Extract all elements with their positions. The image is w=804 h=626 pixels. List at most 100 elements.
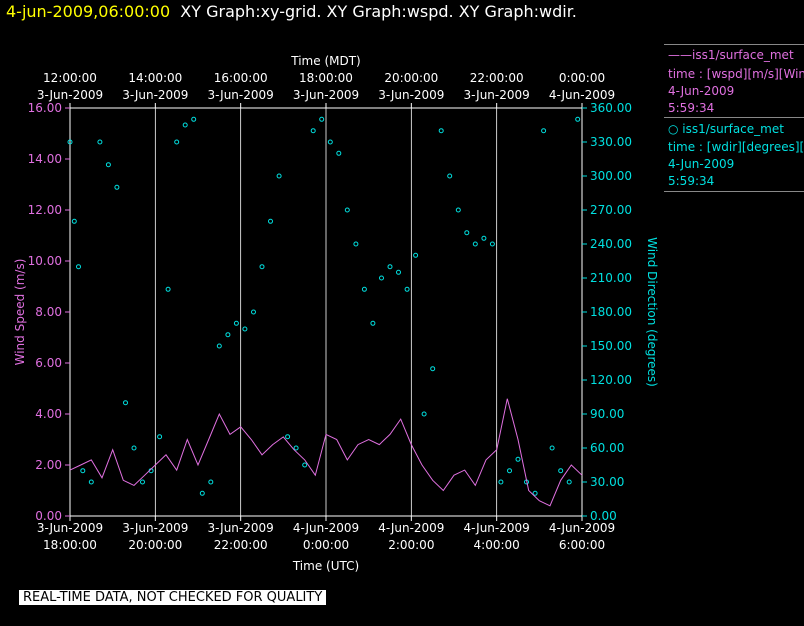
- wdir-point: [182, 122, 188, 128]
- wdir-point: [191, 116, 197, 122]
- x-tick-label-top-time: 14:00:00: [128, 71, 182, 85]
- legend-series1-name: ——iss1/surface_met: [668, 48, 794, 62]
- x-tick-label-top-time: 12:00:00: [43, 71, 97, 85]
- x-tick-label-top-date: 3-Jun-2009: [464, 88, 530, 102]
- wdir-point: [285, 434, 291, 440]
- x-tick-label-top-time: 18:00:00: [299, 71, 353, 85]
- y-tick-label-left: 10.00: [28, 254, 62, 268]
- wdir-point: [549, 445, 555, 451]
- wdir-point: [438, 128, 444, 134]
- x-tick-label-top-time: 0:00:00: [559, 71, 605, 85]
- wdir-point: [268, 218, 273, 224]
- wdir-point: [97, 139, 103, 145]
- x-tick-label-bottom-time: 0:00:00: [303, 538, 349, 552]
- wdir-point: [575, 116, 581, 122]
- y-tick-label-right: 120.00: [590, 373, 632, 387]
- x-tick-label-top-date: 3-Jun-2009: [122, 88, 188, 102]
- wdir-point: [88, 479, 94, 485]
- legend-series2-name: ○ iss1/surface_met: [668, 122, 784, 136]
- wdir-point: [455, 207, 461, 213]
- wdir-point: [489, 241, 495, 247]
- x-tick-label-top-date: 3-Jun-2009: [293, 88, 359, 102]
- wdir-point: [140, 479, 145, 485]
- y-tick-label-right: 210.00: [590, 271, 632, 285]
- legend-series1-time: 5:59:34: [668, 101, 715, 115]
- wdir-point: [208, 479, 214, 485]
- wdir-series: [67, 116, 581, 496]
- wdir-point: [472, 241, 478, 247]
- legend-separator: [664, 44, 804, 45]
- x-tick-label-bottom-time: 20:00:00: [128, 538, 182, 552]
- wdir-point: [421, 411, 427, 417]
- wdir-point: [216, 343, 222, 349]
- x-tick-label-top-time: 16:00:00: [214, 71, 268, 85]
- title-bar: 4-jun-2009,06:00:00 XY Graph:xy-grid. XY…: [6, 2, 577, 21]
- wdir-point: [165, 286, 171, 292]
- x-tick-label-top-date: 4-Jun-2009: [549, 88, 615, 102]
- wdir-point: [233, 320, 239, 326]
- y-tick-label-right: 150.00: [590, 339, 632, 353]
- y-tick-label-left: 6.00: [35, 356, 62, 370]
- wdir-point: [413, 252, 419, 258]
- wdir-point: [157, 434, 163, 440]
- wdir-point: [67, 139, 73, 145]
- wdir-point: [131, 445, 137, 451]
- wdir-point: [174, 139, 180, 145]
- x-tick-label-top-date: 3-Jun-2009: [208, 88, 274, 102]
- y-tick-label-left: 4.00: [35, 407, 62, 421]
- x-tick-label-top-date: 3-Jun-2009: [378, 88, 444, 102]
- y-tick-label-left: 0.00: [35, 509, 62, 523]
- wdir-point: [481, 235, 487, 241]
- wdir-point: [105, 162, 111, 168]
- title-timestamp: 4-jun-2009,06:00:00: [6, 2, 171, 21]
- legend-separator: [664, 191, 804, 192]
- x-tick-label-bottom-time: 4:00:00: [474, 538, 520, 552]
- quality-notice: REAL-TIME DATA, NOT CHECKED FOR QUALITY: [19, 590, 327, 605]
- wdir-point: [532, 490, 538, 496]
- wdir-point: [498, 479, 504, 485]
- wdir-point: [447, 173, 453, 179]
- wdir-point: [344, 207, 350, 213]
- y-tick-label-right: 330.00: [590, 135, 632, 149]
- legend-separator: [664, 117, 804, 118]
- y-axis-label-left: Wind Speed (m/s): [13, 259, 27, 366]
- x-tick-label-bottom-date: 3-Jun-2009: [37, 521, 103, 535]
- y-tick-label-left: 12.00: [28, 203, 62, 217]
- wdir-point: [199, 490, 205, 496]
- axes: 3-Jun-2009 18:00:00 12:00:00 3-Jun-2009 3-Ju…: [13, 54, 659, 573]
- x-tick-label-top-date: 3-Jun-2009: [37, 88, 103, 102]
- y-axis-label-right: Wind Direction (degrees): [645, 237, 659, 387]
- wdir-point: [541, 128, 547, 134]
- wdir-point: [558, 468, 564, 474]
- x-tick-label-bottom-date: 4-Jun-2009: [378, 521, 444, 535]
- wdir-point: [293, 445, 299, 451]
- legend-series2-var: time : [wdir][degrees][V: [668, 140, 804, 154]
- x-axis-label-bottom: Time (UTC): [292, 559, 359, 573]
- wdir-point: [515, 456, 521, 462]
- grid-lines: [154, 108, 498, 516]
- wdir-point: [225, 332, 231, 338]
- legend-series2-time: 5:59:34: [668, 174, 715, 188]
- legend-series1-var: time : [wspd][m/s][Wind: [668, 67, 804, 81]
- wdir-point: [76, 264, 81, 270]
- wdir-point: [430, 366, 436, 372]
- wdir-point: [310, 128, 316, 134]
- y-tick-label-right: 60.00: [590, 441, 624, 455]
- x-tick-label-bottom-time: 6:00:00: [559, 538, 605, 552]
- x-tick-label-bottom-date: 4-Jun-2009: [549, 521, 615, 535]
- x-axis-label-top: Time (MDT): [290, 54, 360, 68]
- legend-series2-date: 4-Jun-2009: [668, 157, 735, 171]
- y-tick-label-left: 16.00: [28, 101, 62, 115]
- y-tick-label-right: 180.00: [590, 305, 632, 319]
- y-tick-label-right: 0.00: [590, 509, 617, 523]
- x-tick-label-top-time: 20:00:00: [384, 71, 438, 85]
- wdir-point: [379, 275, 384, 281]
- wdir-point: [327, 139, 333, 145]
- wdir-point: [319, 116, 325, 122]
- wdir-point: [251, 309, 256, 315]
- wdir-point: [353, 241, 359, 247]
- wspd-series: [69, 398, 583, 507]
- x-tick-label-top-time: 22:00:00: [470, 71, 524, 85]
- title-graph-list: XY Graph:xy-grid. XY Graph:wspd. XY Grap…: [180, 2, 577, 21]
